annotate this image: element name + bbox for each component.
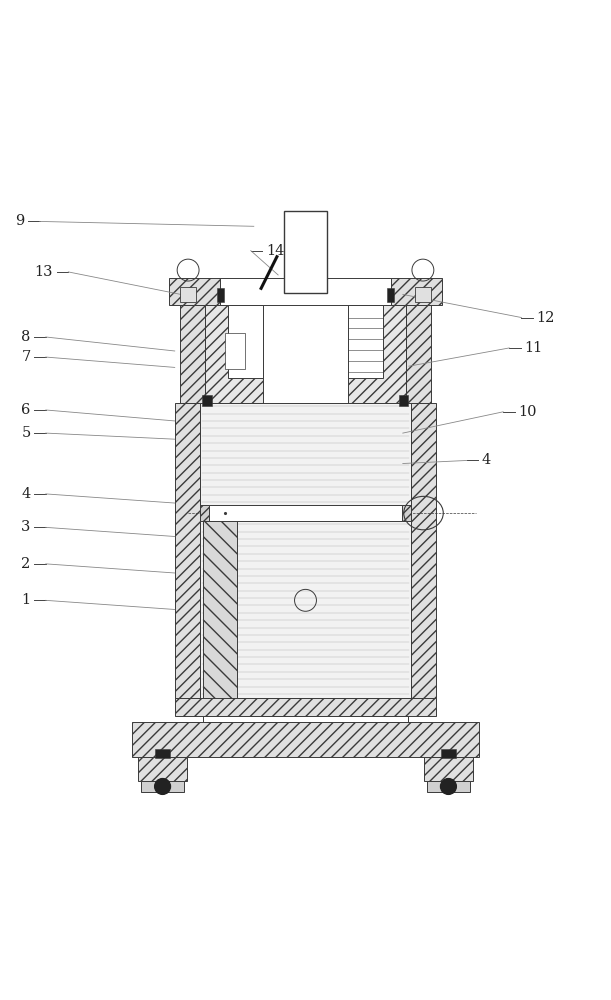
Bar [221, 278, 390, 305]
Text: 5: 5 [21, 426, 31, 440]
Bar [387, 288, 394, 302]
Bar [180, 305, 205, 403]
Text: 2: 2 [21, 557, 31, 571]
Bar [205, 305, 263, 403]
Bar [424, 757, 473, 781]
Bar [217, 288, 224, 302]
Text: 1: 1 [21, 593, 31, 607]
Text: 11: 11 [524, 341, 543, 355]
Text: 9: 9 [15, 214, 24, 228]
Text: 10: 10 [518, 405, 537, 419]
Bar [348, 305, 382, 378]
Text: 12: 12 [536, 311, 555, 325]
Text: 8: 8 [21, 330, 31, 344]
Bar [138, 757, 187, 781]
Bar [441, 749, 456, 758]
Bar [398, 395, 408, 406]
Circle shape [155, 779, 170, 794]
Bar [175, 403, 200, 698]
Bar [427, 781, 470, 792]
Bar [402, 505, 411, 521]
Bar [141, 781, 184, 792]
Bar [200, 403, 411, 698]
Bar [406, 305, 431, 403]
Bar [155, 749, 170, 758]
Bar [225, 333, 244, 369]
Bar [411, 403, 436, 698]
Bar [229, 305, 263, 378]
Text: 4: 4 [482, 453, 491, 467]
Text: 3: 3 [21, 520, 31, 534]
Bar [132, 722, 479, 757]
Text: 14: 14 [266, 244, 284, 258]
Text: 7: 7 [21, 350, 31, 364]
Circle shape [441, 779, 456, 794]
Bar [415, 287, 431, 302]
Bar [180, 287, 196, 302]
Bar [348, 305, 406, 403]
Bar [200, 505, 209, 521]
Bar [175, 698, 436, 716]
Bar [390, 278, 442, 305]
Bar [169, 278, 221, 305]
Bar [203, 521, 237, 698]
Bar [284, 211, 327, 293]
Text: 13: 13 [35, 265, 53, 279]
Bar [203, 716, 408, 722]
Text: 6: 6 [21, 403, 31, 417]
Text: 4: 4 [21, 487, 31, 501]
Bar [202, 395, 212, 406]
Bar [209, 505, 402, 521]
